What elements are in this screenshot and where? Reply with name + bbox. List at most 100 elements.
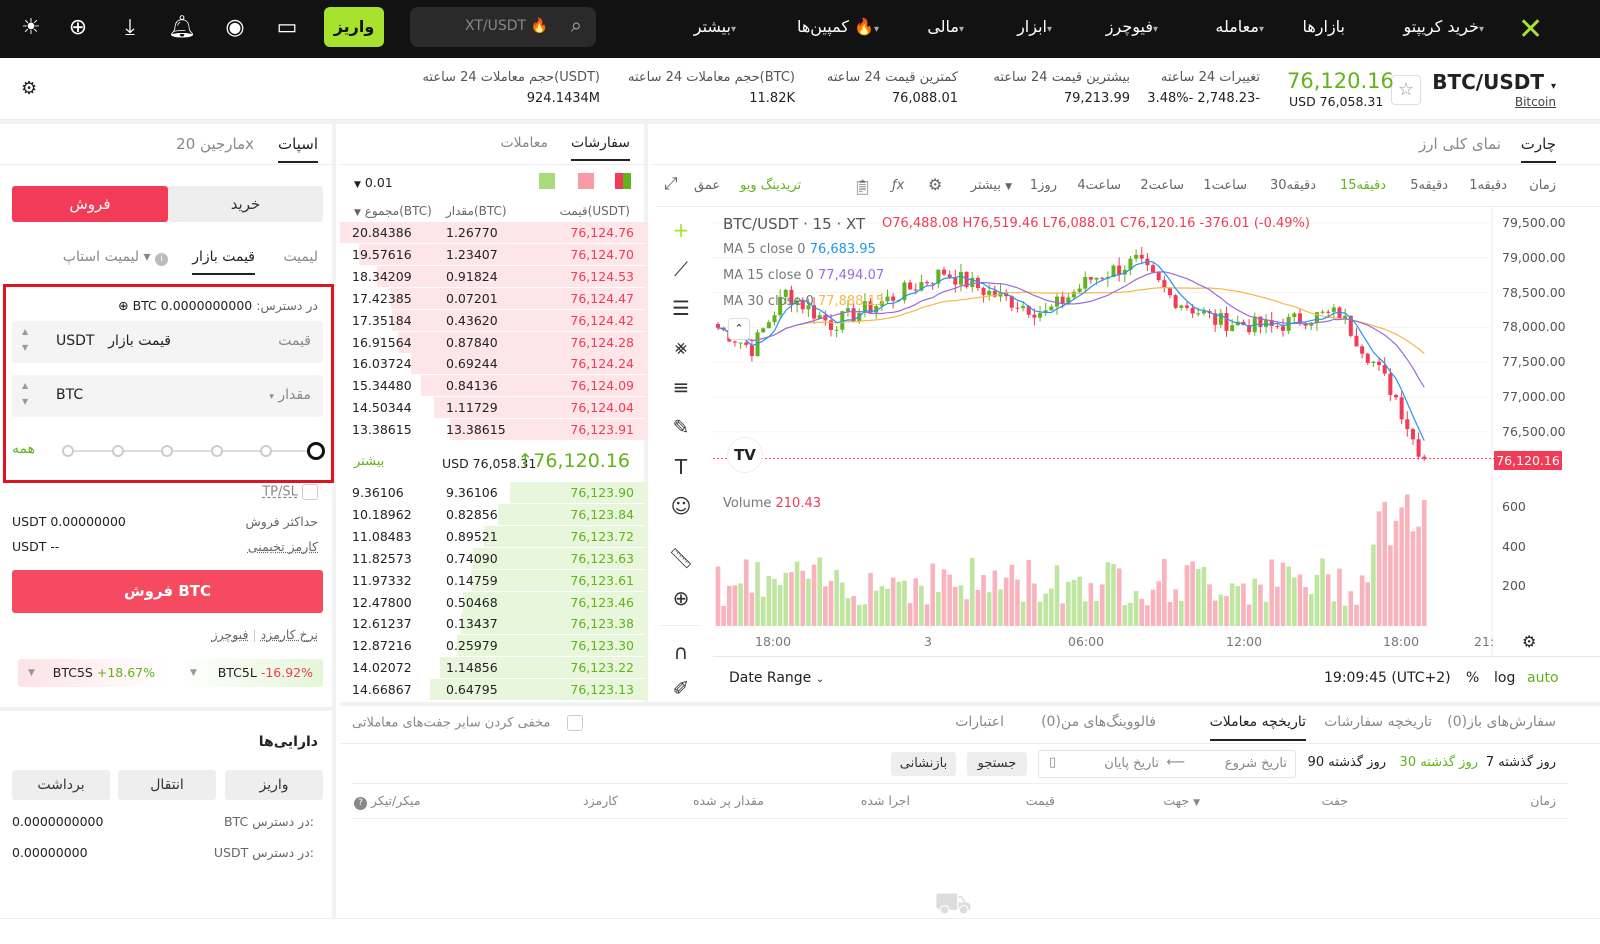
bid-row[interactable]: 76,123.22 1.14856 14.02072 <box>340 657 648 679</box>
buy-tab-button[interactable]: خرید <box>168 186 323 222</box>
amount-label[interactable]: ▾ مقدار <box>269 387 311 403</box>
deposit-button[interactable]: واریز <box>225 770 323 800</box>
settings-gear-icon[interactable]: ⚙ <box>21 78 38 99</box>
bell-icon[interactable]: 🔔︎ <box>168 15 196 40</box>
tradingview-toggle[interactable]: تریدینگ ویو <box>740 178 802 193</box>
favorite-star-icon[interactable]: ☆ <box>1391 75 1421 105</box>
sell-tab-button[interactable]: فروش <box>12 186 168 222</box>
etf-btc5s[interactable]: ▼ BTC5S +18.67% <box>18 659 165 687</box>
price-field[interactable]: قیمت قیمت بازار USDT ▲ ▼ <box>12 321 323 363</box>
emoji-icon[interactable]: ☺ <box>670 494 692 518</box>
view-both-icon[interactable] <box>615 173 631 189</box>
bid-row[interactable]: 76,123.72 0.89521 11.08483 <box>340 525 648 548</box>
withdraw-button[interactable]: برداشت <box>12 770 110 800</box>
tradingview-logo[interactable]: TV <box>727 437 763 473</box>
amount-field[interactable]: ▾ مقدار BTC ▲ ▼ <box>12 375 323 417</box>
sell-btc-button[interactable]: فروش BTC <box>12 570 323 613</box>
view-bids-icon[interactable] <box>539 173 555 189</box>
bid-row[interactable]: 76,123.30 0.25979 12.87216 <box>340 635 648 657</box>
download-icon[interactable]: ⤓ <box>125 15 135 40</box>
all-label[interactable]: همه <box>12 441 35 457</box>
tf-2h[interactable]: 2ساعت <box>1140 178 1184 193</box>
slider-step[interactable] <box>210 445 223 457</box>
bid-row[interactable]: 76,123.84 0.82856 10.18962 <box>340 503 648 526</box>
tab-spot[interactable]: اسپات <box>278 135 318 163</box>
user-icon[interactable]: ◉ <box>225 15 245 40</box>
futures-link[interactable]: فیوچرز <box>211 627 249 642</box>
pattern-icon[interactable]: ⨳ <box>674 335 688 359</box>
history-tab[interactable]: سفارش‌های باز(0) <box>1447 714 1556 730</box>
ask-row[interactable]: 76,124.53 0.91824 18.34209 <box>340 265 648 288</box>
start-date[interactable]: تاریخ شروع <box>1224 756 1287 771</box>
end-date[interactable]: تاریخ پایان <box>1104 756 1159 771</box>
price-chart[interactable] <box>700 206 1600 656</box>
bid-row[interactable]: 76,123.63 0.74090 11.82573 <box>340 547 648 570</box>
collapse-legend-button[interactable]: ⌃ <box>728 318 750 340</box>
range-30d[interactable]: 30 روز گذشته <box>1399 755 1478 770</box>
tab-overview[interactable]: نمای کلی ارز <box>1419 135 1501 153</box>
add-icon[interactable]: ⊕ <box>118 298 129 313</box>
slider-step[interactable] <box>260 445 272 457</box>
ask-row[interactable]: 76,124.28 0.87840 16.91564 <box>340 331 648 354</box>
search-button[interactable]: جستجو <box>967 752 1027 776</box>
amount-slider[interactable] <box>60 444 322 464</box>
xt-logo[interactable]: ✕ <box>1518 12 1544 47</box>
slider-handle[interactable] <box>307 442 325 460</box>
fee-estimate-label[interactable]: کارمز تخیمنی <box>247 539 318 554</box>
history-tab[interactable]: اعتبارات <box>955 714 1004 730</box>
nav-tools[interactable]: ابزار▾ <box>1017 17 1052 36</box>
coin-name[interactable]: Bitcoin <box>1514 95 1556 109</box>
nav-trade[interactable]: معامله▾ <box>1215 17 1264 36</box>
globe-icon[interactable]: ⊕ <box>68 15 88 40</box>
amount-stepper[interactable]: ▲ ▼ <box>22 381 29 406</box>
bid-row[interactable]: 76,123.13 0.64795 14.66867 <box>340 679 648 701</box>
tf-15m[interactable]: 15دقیقه <box>1339 178 1386 193</box>
tab-chart[interactable]: چارت <box>1520 135 1556 163</box>
tf-1d[interactable]: 1روز <box>1029 178 1057 193</box>
ask-row[interactable]: 76,124.47 0.07201 17.42385 <box>340 287 648 310</box>
tf-more[interactable]: بیشتر ▼ <box>970 178 1012 193</box>
range-7d[interactable]: 7 روز گذشته <box>1485 755 1556 770</box>
range-90d[interactable]: 90 روز گذشته <box>1307 755 1386 770</box>
nav-finance[interactable]: مالی▾ <box>927 17 964 36</box>
price-stepper[interactable]: ▲ ▼ <box>22 327 29 352</box>
ask-row[interactable]: 76,124.24 0.69244 16.03724 <box>340 353 648 375</box>
ask-row[interactable]: 76,124.70 1.23407 19.57616 <box>340 243 648 266</box>
tab-market[interactable]: قیمت بازار <box>192 249 255 275</box>
nav-buy-crypto[interactable]: خرید کریپتو▾ <box>1403 17 1484 36</box>
tab-margin[interactable]: مارجین 20x <box>176 135 254 153</box>
slider-step[interactable] <box>62 445 74 457</box>
sun-icon[interactable]: ☀ <box>21 15 41 40</box>
tf-1h[interactable]: 1ساعت <box>1203 178 1247 193</box>
crosshair-icon[interactable]: + <box>672 218 690 242</box>
percent-toggle[interactable]: % <box>1466 670 1480 686</box>
magnet-icon[interactable]: ∩ <box>673 640 689 664</box>
more-link[interactable]: بیشتر <box>354 454 385 469</box>
ask-row[interactable]: 76,124.76 1.26770 20.84386 <box>340 222 648 244</box>
horizontal-lines-icon[interactable]: ☰ <box>672 296 690 320</box>
help-icon[interactable]: ? <box>354 797 367 810</box>
slider-step[interactable] <box>161 445 173 457</box>
deposit-button[interactable]: واریز <box>324 7 384 47</box>
ask-row[interactable]: 76,123.91 13.38615 13.38615 <box>340 419 648 441</box>
fib-icon[interactable]: ≡ <box>672 375 690 399</box>
depth-toggle[interactable]: عمق <box>694 178 721 193</box>
fee-rate-link[interactable]: نرخ کارمزد <box>260 627 318 642</box>
history-tab[interactable]: تاریخچه معاملات <box>1209 714 1306 741</box>
bid-row[interactable]: 76,123.46 0.50468 12.47800 <box>340 591 648 614</box>
clipboard-icon[interactable]: 📋︎ <box>853 178 873 196</box>
brush-icon[interactable]: ✎ <box>672 415 690 439</box>
search-input[interactable]: XT/USDT 🔥 ⌕ <box>410 7 596 47</box>
tf-30m[interactable]: 30دقیقه <box>1269 178 1316 193</box>
ask-row[interactable]: 76,124.04 1.11729 14.50344 <box>340 397 648 419</box>
trendline-icon[interactable]: ⟋ <box>674 257 688 281</box>
indicator-settings-icon[interactable]: ⚙ <box>928 175 943 194</box>
bid-row[interactable]: 76,123.61 0.14759 11.97332 <box>340 569 648 592</box>
nav-futures[interactable]: فیوچرز▾ <box>1105 17 1158 36</box>
history-tab[interactable]: تاریخچه سفارشات <box>1324 714 1432 730</box>
precision-select[interactable]: ▼ 0.01 <box>354 175 393 190</box>
tab-trades[interactable]: معاملات <box>500 135 548 151</box>
text-icon[interactable]: T <box>674 455 688 479</box>
axis-settings-icon[interactable]: ⚙ <box>1522 632 1537 651</box>
nav-markets[interactable]: بازارها <box>1302 17 1345 36</box>
